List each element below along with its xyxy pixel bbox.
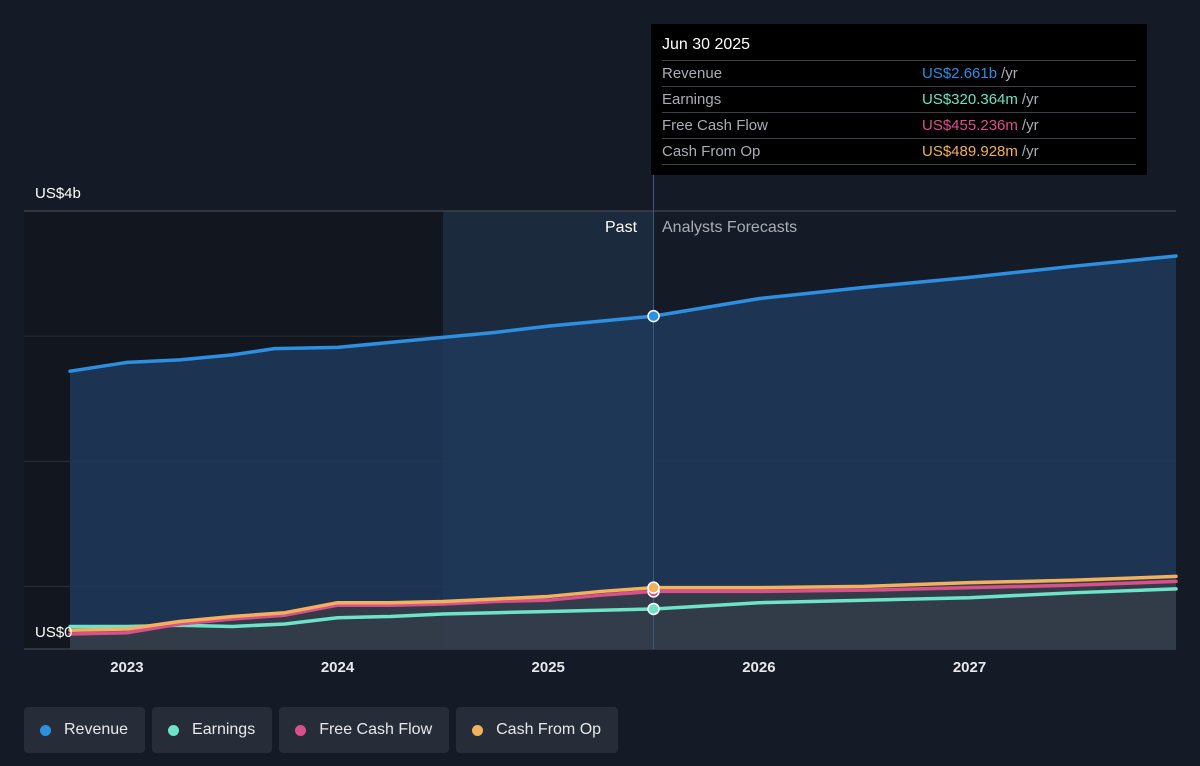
- legend-dot-icon: [168, 724, 180, 736]
- highlight-point: [647, 309, 660, 323]
- legend-label: Cash From Op: [496, 721, 602, 738]
- forecast-zone-label: Analysts Forecasts: [662, 219, 798, 236]
- x-tick-label: 2026: [742, 659, 776, 676]
- legend-label: Earnings: [192, 721, 256, 738]
- y-axis-bottom-label: US$0: [35, 624, 73, 641]
- chart-legend: Revenue Earnings Free Cash Flow Cash From O…: [24, 707, 619, 753]
- highlight-point: [647, 602, 660, 616]
- tooltip-row: Revenue US$2.661b/yr: [662, 60, 1136, 86]
- tooltip-row-value: US$320.364m: [922, 91, 1018, 108]
- tooltip-row-label: Cash From Op: [662, 143, 761, 160]
- tooltip-date: Jun 30 2025: [662, 36, 751, 53]
- series-line-earnings: [68, 587, 1178, 629]
- series-line-revenue: [68, 254, 1178, 373]
- tooltip-row-unit: /yr: [1021, 91, 1039, 108]
- tooltip-row-label: Free Cash Flow: [662, 117, 768, 134]
- legend-dot-icon: [472, 724, 484, 736]
- legend-label: Free Cash Flow: [319, 721, 433, 738]
- legend-item[interactable]: Free Cash Flow: [279, 707, 450, 753]
- tooltip-row-unit: /yr: [1001, 65, 1018, 82]
- cashflow-area: [70, 576, 1176, 649]
- tooltip-row: Free Cash Flow US$455.236m/yr: [662, 112, 1136, 138]
- y-axis-top-label: US$4b: [35, 185, 81, 202]
- legend-item[interactable]: Cash From Op: [456, 707, 619, 753]
- legend-dot-icon: [295, 724, 307, 736]
- legend-dot-icon: [40, 724, 51, 736]
- tooltip-rows: Revenue US$2.661b/yr Earnings US$320.364m/y…: [662, 60, 1136, 165]
- tooltip-row: Earnings US$320.364m/yr: [662, 86, 1136, 112]
- tooltip-row-value: US$2.661b: [922, 65, 998, 82]
- series-line-cash-from-op: [68, 574, 1178, 632]
- legend-item[interactable]: Revenue: [24, 707, 146, 753]
- x-tick-label: 2027: [952, 659, 987, 676]
- x-tick-label: 2023: [110, 659, 144, 676]
- legend-item[interactable]: Earnings: [152, 707, 273, 753]
- tooltip-row-label: Revenue: [662, 65, 723, 82]
- tooltip-row: Cash From Op US$489.928m/yr: [662, 138, 1136, 165]
- tooltip-row-value: US$455.236m: [922, 117, 1018, 134]
- series-line-free-cash-flow: [68, 579, 1178, 636]
- tooltip-row-value: US$489.928m: [922, 143, 1018, 160]
- data-tooltip: Jun 30 2025 Revenue US$2.661b/yr Earnings U…: [651, 24, 1147, 175]
- x-tick-label: 2024: [320, 659, 355, 676]
- highlight-point: [647, 581, 660, 594]
- tooltip-row-unit: /yr: [1021, 117, 1039, 134]
- legend-label: Revenue: [64, 721, 129, 738]
- x-tick-label: 2025: [531, 659, 565, 676]
- tooltip-row-unit: /yr: [1021, 143, 1039, 160]
- past-zone-label: Past: [605, 219, 638, 236]
- revenue-area: [70, 256, 1176, 649]
- tooltip-row-label: Earnings: [662, 91, 722, 108]
